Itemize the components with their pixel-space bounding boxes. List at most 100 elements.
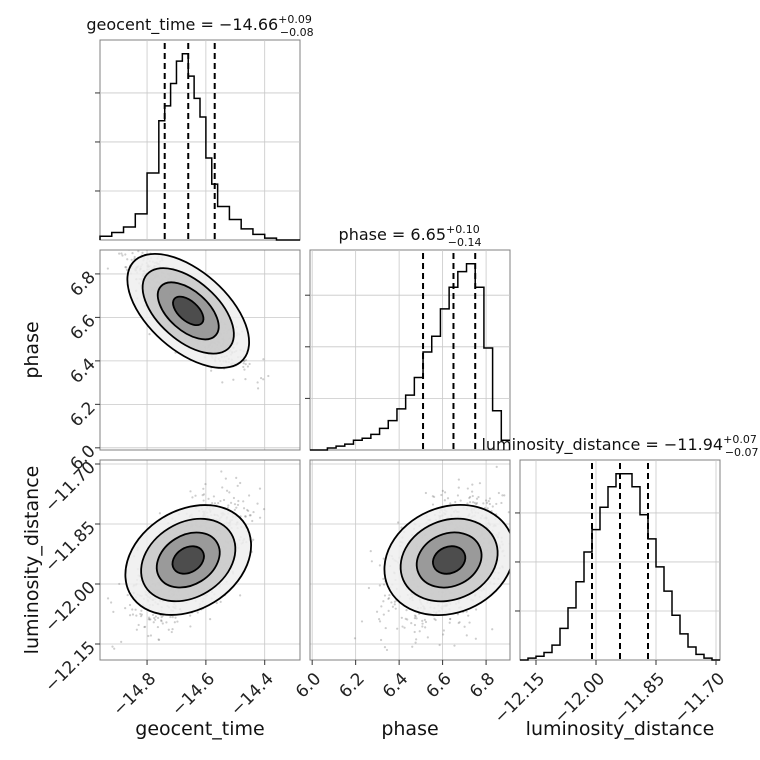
sample-point xyxy=(233,508,236,512)
sample-point xyxy=(434,618,437,622)
sample-point xyxy=(237,499,240,503)
sample-point xyxy=(468,496,471,500)
sample-point xyxy=(236,484,239,487)
sample-point xyxy=(458,621,461,624)
xtick-label-geocent_time: −14.4 xyxy=(227,669,278,720)
sample-point xyxy=(421,625,424,628)
xtick-label-phase: 6.8 xyxy=(466,669,499,702)
sample-point xyxy=(471,494,474,498)
sample-point xyxy=(235,506,238,509)
sample-point xyxy=(154,618,157,621)
sample-point xyxy=(482,502,485,505)
sample-point xyxy=(449,502,452,505)
sample-point xyxy=(221,381,224,384)
sample-point xyxy=(248,362,251,366)
sample-point xyxy=(413,614,417,617)
sample-point xyxy=(251,519,254,523)
hist-step-luminosity_distance xyxy=(520,472,720,661)
sample-point xyxy=(457,478,460,481)
xaxis-label-luminosity_distance: luminosity_distance xyxy=(526,718,715,740)
sample-point xyxy=(456,494,460,497)
sample-point xyxy=(125,241,127,243)
ytick-label-phase: 6.6 xyxy=(66,311,99,344)
sample-point xyxy=(118,252,121,255)
sample-point xyxy=(423,618,426,621)
sample-point xyxy=(169,615,172,619)
sample-point xyxy=(369,550,372,553)
sample-point xyxy=(124,265,127,269)
hist-step-phase xyxy=(310,262,510,451)
sample-point xyxy=(465,634,468,637)
sample-point xyxy=(247,509,250,513)
sample-point xyxy=(125,266,128,269)
sample-point xyxy=(442,629,445,632)
sample-point xyxy=(219,499,222,503)
sample-point xyxy=(158,512,162,515)
sample-point xyxy=(106,597,110,600)
sample-point xyxy=(495,465,498,469)
sample-point xyxy=(228,491,231,494)
sample-point xyxy=(136,242,138,244)
sample-point xyxy=(222,498,226,502)
sample-point xyxy=(235,476,238,479)
sample-point xyxy=(202,493,206,496)
sample-point xyxy=(424,626,427,629)
sample-point xyxy=(501,494,504,497)
title-plus: +0.09 xyxy=(278,13,312,26)
sample-point xyxy=(232,496,236,500)
sample-point xyxy=(431,495,434,498)
sample-point xyxy=(475,501,479,505)
sample-point xyxy=(153,616,156,620)
sample-point xyxy=(378,618,381,621)
sample-point xyxy=(515,565,517,567)
yaxis-label-phase: phase xyxy=(21,321,43,378)
sample-point xyxy=(516,523,518,525)
xtick-label-phase: 6.4 xyxy=(379,669,412,702)
sample-point xyxy=(405,609,408,612)
sample-point xyxy=(446,497,450,500)
sample-point xyxy=(157,638,160,641)
sample-point xyxy=(471,501,475,504)
sample-point xyxy=(128,242,130,244)
sample-point xyxy=(202,499,205,502)
scatter-panel-phase-vs-luminosity_distance xyxy=(309,459,518,661)
sample-point xyxy=(491,505,494,508)
sample-point xyxy=(443,499,446,502)
sample-point xyxy=(403,626,406,629)
sample-point xyxy=(160,616,163,619)
sample-point xyxy=(160,619,163,622)
sample-point xyxy=(440,493,443,497)
density-contour-4 xyxy=(432,545,467,575)
sample-point xyxy=(388,594,391,597)
sample-point xyxy=(383,594,387,597)
hist-panel-luminosity_distance: luminosity_distance = −11.94+0.07 −0.07 xyxy=(481,433,759,661)
sample-point xyxy=(242,500,245,503)
sample-point xyxy=(262,378,265,381)
sample-point xyxy=(244,358,248,362)
sample-point xyxy=(134,608,137,611)
sample-point xyxy=(438,643,441,647)
sample-point xyxy=(236,503,240,507)
hist-panel-geocent_time: geocent_time = −14.66+0.09 −0.08 xyxy=(86,13,314,241)
sample-point xyxy=(121,254,124,257)
sample-point xyxy=(391,605,395,608)
sample-point xyxy=(475,497,479,500)
sample-point xyxy=(243,359,246,363)
sample-point xyxy=(125,268,129,271)
sample-point xyxy=(252,510,255,514)
scatter-panel-geocent_time-vs-phase xyxy=(99,241,301,451)
sample-point xyxy=(484,499,488,502)
sample-point xyxy=(209,618,212,621)
sample-point xyxy=(474,637,477,640)
sample-point xyxy=(131,608,134,611)
xaxis-label-phase: phase xyxy=(381,718,438,740)
sample-point xyxy=(189,614,192,617)
xtick-label-phase: 6.6 xyxy=(422,669,455,702)
sample-point xyxy=(393,600,396,603)
sample-point xyxy=(383,646,387,649)
sample-point xyxy=(126,593,129,597)
sample-point xyxy=(442,633,445,636)
sample-point xyxy=(161,622,164,625)
sample-point xyxy=(387,597,390,601)
scatter-panel-geocent_time-vs-luminosity_distance xyxy=(99,459,301,661)
